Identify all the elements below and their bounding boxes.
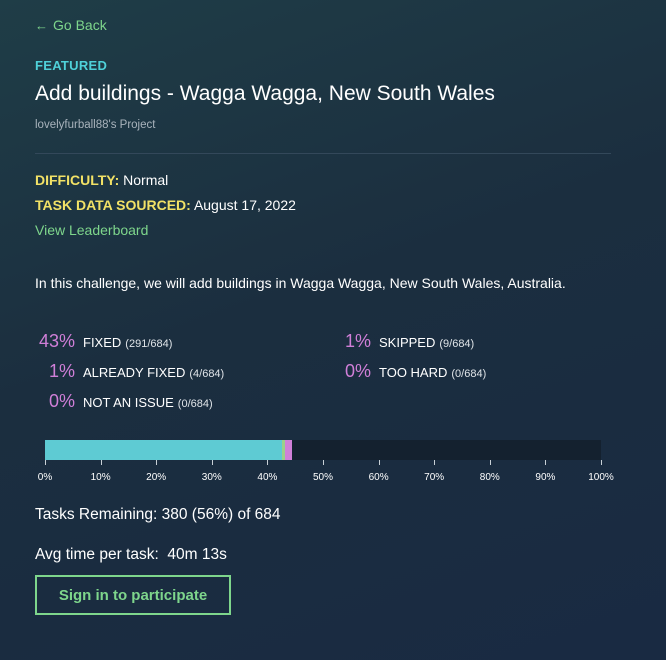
stat-fixed-percent: 43% bbox=[38, 331, 75, 351]
featured-badge: FEATURED bbox=[35, 58, 108, 73]
stat-too-hard-label: TOO HARD bbox=[379, 365, 448, 380]
stat-skipped: 1% SKIPPED (9/684) bbox=[331, 331, 474, 352]
stat-skipped-percent: 1% bbox=[344, 331, 371, 351]
axis-tick bbox=[156, 460, 158, 465]
stat-already-fixed-label: ALREADY FIXED bbox=[83, 365, 186, 380]
axis-tick bbox=[489, 460, 491, 465]
data-sourced-row: TASK DATA SOURCED: August 17, 2022 bbox=[35, 197, 296, 213]
progress-segment-skipped bbox=[284, 440, 293, 460]
axis-tick-label: 90% bbox=[535, 472, 556, 483]
axis-tick-label: 40% bbox=[257, 472, 278, 483]
stat-already-fixed-count: (4/684) bbox=[189, 368, 225, 380]
stat-fixed: 43% FIXED (291/684) bbox=[35, 331, 172, 352]
axis-tick bbox=[267, 460, 269, 465]
go-back-link[interactable]: ← Go Back bbox=[35, 17, 107, 33]
stat-too-hard-count: (0/684) bbox=[451, 368, 487, 380]
completion-progress-bar bbox=[45, 440, 601, 460]
stat-not-an-issue: 0% NOT AN ISSUE (0/684) bbox=[35, 391, 213, 412]
stat-skipped-label: SKIPPED bbox=[379, 335, 436, 350]
axis-tick-label: 50% bbox=[312, 472, 334, 483]
axis-tick-label: 80% bbox=[479, 472, 500, 483]
axis-tick bbox=[378, 460, 380, 465]
axis-tick bbox=[323, 460, 324, 465]
tasks-remaining: Tasks Remaining: 380 (56%) of 684 bbox=[35, 506, 281, 523]
challenge-description: In this challenge, we will add buildings… bbox=[35, 275, 566, 291]
data-sourced-key: TASK DATA SOURCED: bbox=[35, 197, 191, 213]
axis-tick bbox=[601, 460, 602, 465]
avg-time-per-task: Avg time per task: 40m 13s bbox=[35, 546, 227, 563]
stat-too-hard: 0% TOO HARD (0/684) bbox=[331, 361, 486, 382]
stat-skipped-count: (9/684) bbox=[439, 338, 475, 350]
project-owner: lovelyfurball88's Project bbox=[35, 119, 156, 131]
axis-tick bbox=[545, 460, 547, 465]
difficulty-value: Normal bbox=[123, 172, 169, 188]
sign-in-button[interactable]: Sign in to participate bbox=[35, 575, 231, 615]
arrow-left-icon: ← bbox=[35, 17, 48, 33]
stat-fixed-label: FIXED bbox=[83, 335, 122, 350]
axis-tick bbox=[434, 460, 436, 465]
progress-segment-already-fixed bbox=[281, 440, 285, 460]
axis-tick bbox=[100, 460, 102, 465]
stat-already-fixed: 1% ALREADY FIXED (4/684) bbox=[35, 361, 224, 382]
go-back-label: Go Back bbox=[53, 17, 107, 33]
stat-not-an-issue-label: NOT AN ISSUE bbox=[83, 395, 174, 410]
axis-tick-label: 60% bbox=[368, 472, 389, 483]
stat-too-hard-percent: 0% bbox=[344, 361, 371, 381]
data-sourced-value: August 17, 2022 bbox=[193, 197, 296, 213]
progress-segment-fixed bbox=[45, 440, 282, 460]
difficulty-key: DIFFICULTY: bbox=[35, 172, 120, 188]
divider bbox=[35, 153, 611, 154]
axis-tick-label: 10% bbox=[90, 472, 111, 483]
axis-tick-label: 0% bbox=[37, 472, 53, 483]
axis-tick bbox=[211, 460, 213, 465]
axis-tick-label: 70% bbox=[424, 472, 445, 483]
axis-tick-label: 100% bbox=[588, 472, 614, 483]
axis-tick bbox=[45, 460, 46, 465]
stat-fixed-count: (291/684) bbox=[125, 338, 173, 350]
view-leaderboard-link[interactable]: View Leaderboard bbox=[35, 222, 149, 238]
axis-tick-label: 30% bbox=[201, 472, 222, 483]
progress-axis: 0% 10% 20% 30% 40% 50% 60% 70% 80% 90% 100% bbox=[38, 460, 614, 484]
stat-already-fixed-percent: 1% bbox=[48, 361, 75, 381]
challenge-title: Add buildings - Wagga Wagga, New South W… bbox=[35, 82, 495, 105]
stat-not-an-issue-count: (0/684) bbox=[177, 398, 213, 410]
axis-tick-label: 20% bbox=[146, 472, 167, 483]
difficulty-row: DIFFICULTY: Normal bbox=[35, 172, 168, 188]
stat-not-an-issue-percent: 0% bbox=[48, 391, 75, 411]
